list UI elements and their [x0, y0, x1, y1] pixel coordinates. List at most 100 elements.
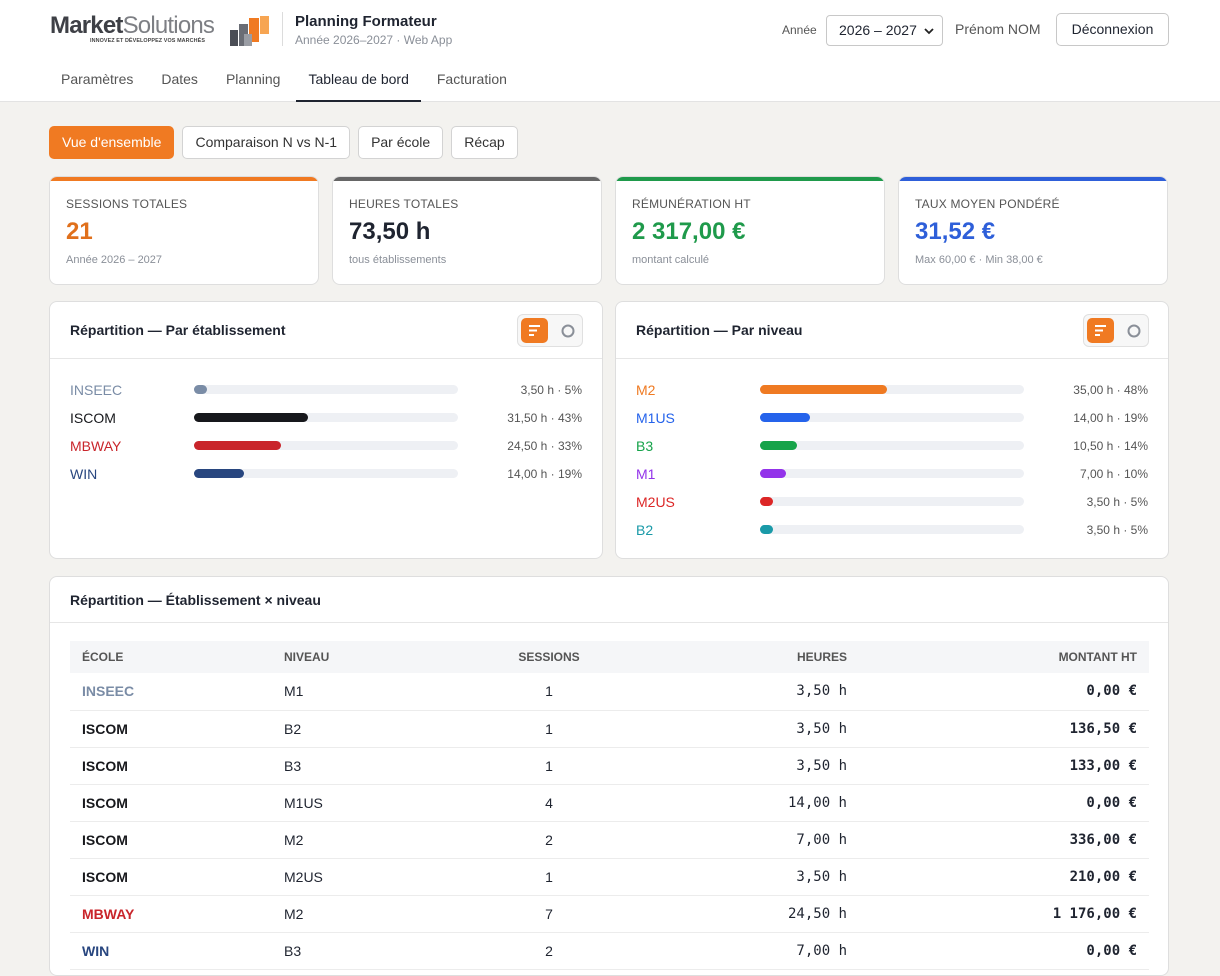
nav-item-dates[interactable]: Dates — [161, 71, 198, 87]
bar-label: WIN — [70, 466, 98, 482]
bar-label: B2 — [636, 522, 654, 538]
year-label: Année — [782, 23, 817, 37]
kpi-accent-bar — [333, 177, 601, 181]
bar-label: M2US — [636, 494, 675, 510]
bar-row: MBWAY 24,50 h · 33% — [70, 436, 582, 456]
logout-button[interactable]: Déconnexion — [1056, 13, 1169, 46]
cell-sessions: 4 — [474, 784, 624, 822]
cell-ecole: ISCOM — [70, 784, 272, 822]
year-select[interactable]: 2026 – 2027 — [826, 15, 943, 46]
header-divider — [282, 12, 283, 46]
cell-heures: 7,00 h — [624, 932, 859, 970]
column-header-montant[interactable]: MONTANT HT — [859, 641, 1149, 673]
table-row: ISCOM M2US 1 3,50 h 210,00 € — [70, 858, 1149, 896]
cell-montant: 1 176,00 € — [859, 895, 1149, 933]
panel-header: Répartition — Établissement × niveau — [50, 577, 1168, 623]
bar-row: WIN 14,00 h · 19% — [70, 464, 582, 484]
nav-item-tableau-de-bord[interactable]: Tableau de bord — [296, 60, 421, 102]
table-row: ISCOM M1US 4 14,00 h 0,00 € — [70, 784, 1149, 822]
bar-value: 3,50 h · 5% — [520, 383, 582, 397]
kpi-value: 73,50 h — [349, 218, 431, 245]
kpi-value: 2 317,00 € — [632, 218, 746, 245]
repartition-table: ÉCOLE NIVEAU SESSIONS HEURES MONTANT HT … — [70, 641, 1149, 970]
table-body: INSEEC M1 1 3,50 h 0,00 € ISCOM B2 1 3,50 h 136,5… — [70, 673, 1149, 970]
kpi-label: HEURES TOTALES — [349, 197, 459, 211]
column-header-sessions[interactable]: SESSIONS — [474, 641, 624, 673]
bar-track — [760, 497, 1024, 506]
panel-title: Répartition — Établissement × niveau — [70, 592, 321, 608]
repartition-table-panel: Répartition — Établissement × niveau ÉCO… — [49, 576, 1169, 976]
bar-view-button[interactable] — [1087, 318, 1114, 343]
pie-view-icon[interactable] — [1124, 321, 1144, 341]
cell-niveau: M2 — [272, 895, 474, 933]
bar-row: M1 7,00 h · 10% — [636, 464, 1148, 484]
bar-track — [194, 385, 458, 394]
table-row: WIN B3 2 7,00 h 0,00 € — [70, 932, 1149, 970]
chart-view-toggle — [1083, 314, 1149, 347]
bar-track — [760, 385, 1024, 394]
main-nav: Paramètres Dates Planning Tableau de bor… — [49, 60, 523, 102]
repartition-niveau-panel: Répartition — Par niveau M2 35,00 h · 48%… — [615, 301, 1169, 559]
cell-niveau: M1 — [272, 673, 474, 711]
bar-label: M1US — [636, 410, 675, 426]
subtab-recap[interactable]: Récap — [451, 126, 518, 159]
cell-heures: 3,50 h — [624, 673, 859, 711]
panel-header: Répartition — Par niveau — [616, 302, 1168, 359]
cell-montant: 0,00 € — [859, 932, 1149, 970]
column-header-ecole[interactable]: ÉCOLE — [70, 641, 272, 673]
cell-ecole: WIN — [70, 932, 272, 970]
bar-fill — [194, 441, 282, 450]
kpi-label: RÉMUNÉRATION HT — [632, 197, 751, 211]
cell-ecole: INSEEC — [70, 673, 272, 711]
bar-label: INSEEC — [70, 382, 123, 398]
bar-value: 3,50 h · 5% — [1086, 523, 1148, 537]
nav-item-parametres[interactable]: Paramètres — [61, 71, 134, 87]
kpi-taux-card: TAUX MOYEN PONDÉRÉ 31,52 € Max 60,00 € ·… — [898, 176, 1168, 285]
kpi-remuneration-card: RÉMUNÉRATION HT 2 317,00 € montant calcu… — [615, 176, 885, 285]
bar-label: M1 — [636, 466, 656, 482]
logo-tagline: INNOVEZ ET DÉVELOPPEZ VOS MARCHÉS — [90, 38, 206, 44]
pie-view-icon[interactable] — [558, 321, 578, 341]
bar-track — [194, 441, 458, 450]
cell-heures: 24,50 h — [624, 895, 859, 933]
subtab-par-ecole[interactable]: Par école — [358, 126, 444, 159]
cell-ecole: ISCOM — [70, 710, 272, 748]
bar-label: MBWAY — [70, 438, 122, 454]
column-header-heures[interactable]: HEURES — [624, 641, 859, 673]
kpi-value: 31,52 € — [915, 218, 996, 245]
bar-chart-icon — [1095, 325, 1106, 336]
table-header-row: ÉCOLE NIVEAU SESSIONS HEURES MONTANT HT — [70, 641, 1149, 673]
marketsolutions-logo[interactable]: MarketSolutions INNOVEZ ET DÉVELOPPEZ VO… — [50, 12, 272, 48]
bar-value: 24,50 h · 33% — [507, 439, 582, 453]
logo-text-light: Solutions — [122, 12, 215, 39]
bar-label: M2 — [636, 382, 656, 398]
bar-value: 31,50 h · 43% — [507, 411, 582, 425]
bar-view-button[interactable] — [521, 318, 548, 343]
cell-sessions: 1 — [474, 673, 624, 711]
cell-ecole: ISCOM — [70, 747, 272, 785]
bar-label: ISCOM — [70, 410, 116, 426]
bar-fill — [760, 497, 774, 506]
bar-row: ISCOM 31,50 h · 43% — [70, 408, 582, 428]
chevron-down-icon — [924, 28, 934, 35]
bar-fill — [194, 413, 308, 422]
bar-track — [760, 469, 1024, 478]
subtab-comparaison[interactable]: Comparaison N vs N-1 — [182, 126, 351, 159]
bar-row: INSEEC 3,50 h · 5% — [70, 380, 582, 400]
year-select-value: 2026 – 2027 — [839, 22, 917, 38]
cell-sessions: 2 — [474, 821, 624, 859]
nav-item-planning[interactable]: Planning — [225, 71, 281, 87]
bar-value: 3,50 h · 5% — [1086, 495, 1148, 509]
cell-niveau: M2US — [272, 858, 474, 896]
column-header-niveau[interactable]: NIVEAU — [272, 641, 474, 673]
nav-item-facturation[interactable]: Facturation — [436, 71, 507, 87]
cell-montant: 133,00 € — [859, 747, 1149, 785]
dashboard-subtabs: Vue d'ensemble Comparaison N vs N-1 Par … — [49, 126, 526, 159]
chart-view-toggle — [517, 314, 583, 347]
bar-fill — [194, 469, 245, 478]
cell-montant: 210,00 € — [859, 858, 1149, 896]
cell-ecole: ISCOM — [70, 858, 272, 896]
subtab-vue-ensemble[interactable]: Vue d'ensemble — [49, 126, 175, 159]
cell-niveau: M1US — [272, 784, 474, 822]
bar-label: B3 — [636, 438, 654, 454]
